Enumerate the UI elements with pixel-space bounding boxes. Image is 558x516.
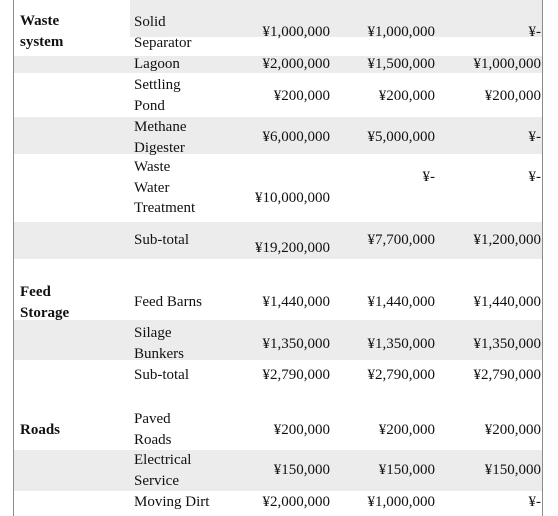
item-label-line: Settling <box>134 77 181 93</box>
value-cell: ¥1,350,000 <box>367 336 436 352</box>
item-label: Electrical Service <box>134 450 191 491</box>
value-cell: ¥2,790,000 <box>367 367 436 383</box>
item-label: Lagoon <box>134 54 180 75</box>
section-label-line: Feed <box>20 284 51 300</box>
item-label-line: Waste <box>134 159 171 175</box>
value-cell: ¥1,440,000 <box>262 294 331 310</box>
item-label-line: Bunkers <box>134 345 184 362</box>
item-label: Silage Bunkers <box>134 323 184 364</box>
item-label-line: Treatment <box>134 200 196 216</box>
value-cell: ¥200,000 <box>273 422 330 438</box>
section-label-line: Waste <box>20 13 60 29</box>
value-cell: ¥200,000 <box>273 88 330 104</box>
value-cell: ¥200,000 <box>378 422 435 438</box>
section-label-waste-system: Waste system <box>20 11 63 52</box>
item-label: Settling Pond <box>134 75 181 116</box>
value-cell: ¥150,000 <box>484 462 541 478</box>
value-cell: ¥19,200,000 <box>255 240 330 256</box>
item-label: Feed Barns <box>134 292 202 313</box>
value-cell: ¥5,000,000 <box>367 129 436 145</box>
value-cell: ¥- <box>528 169 542 185</box>
table-frame <box>13 0 543 516</box>
value-cell: ¥- <box>422 169 436 185</box>
value-cell: ¥200,000 <box>484 88 541 104</box>
item-label: Sub-total <box>134 365 189 386</box>
item-label-line: Methane <box>134 119 187 135</box>
item-label-line: Electrical <box>134 452 192 468</box>
section-label-feed-storage: Feed Storage <box>20 282 69 323</box>
row-background <box>14 450 542 491</box>
item-label-line: Digester <box>134 139 185 156</box>
item-label-line: Moving Dirt <box>134 494 210 510</box>
value-cell: ¥150,000 <box>273 462 330 478</box>
row-background <box>14 117 542 154</box>
value-cell: ¥2,000,000 <box>262 494 331 510</box>
value-cell: ¥1,000,000 <box>473 56 542 72</box>
value-cell: ¥1,000,000 <box>367 494 436 510</box>
value-cell: ¥1,500,000 <box>367 56 436 72</box>
value-cell: ¥1,000,000 <box>367 24 436 40</box>
section-label-roads: Roads <box>20 420 60 441</box>
item-label: Sub-total <box>134 230 189 251</box>
value-cell: ¥1,440,000 <box>367 294 436 310</box>
value-cell: ¥1,350,000 <box>262 336 331 352</box>
item-label-line: Solid <box>134 14 166 30</box>
item-label-line: Lagoon <box>134 56 180 72</box>
value-cell: ¥200,000 <box>484 422 541 438</box>
section-label-line: system <box>20 33 64 50</box>
item-label-line: Service <box>134 472 179 489</box>
item-label-line: Sub-total <box>134 232 189 248</box>
section-label-line: Storage <box>20 304 70 321</box>
value-cell: ¥2,790,000 <box>262 367 331 383</box>
item-label-line: Feed Barns <box>134 294 202 310</box>
item-label: Methane Digester <box>134 117 186 158</box>
item-label: Waste Water Treatment <box>134 157 195 219</box>
row-background <box>14 320 542 360</box>
value-cell: ¥1,350,000 <box>473 336 542 352</box>
item-label-line: Separator <box>134 34 192 51</box>
value-cell: ¥- <box>528 494 542 510</box>
item-label-line: Roads <box>134 431 172 448</box>
value-cell: ¥- <box>528 24 542 40</box>
value-cell: ¥1,000,000 <box>262 24 331 40</box>
item-label: Paved Roads <box>134 409 172 450</box>
row-background <box>14 0 542 37</box>
row-background <box>14 56 542 73</box>
item-label-line: Water <box>134 179 170 196</box>
item-label-line: Sub-total <box>134 367 189 383</box>
item-label: Solid Separator <box>134 12 191 53</box>
value-cell: ¥200,000 <box>378 88 435 104</box>
item-label-line: Silage <box>134 325 172 341</box>
value-cell: ¥10,000,000 <box>255 190 330 206</box>
section-label-line: Roads <box>20 422 61 438</box>
value-cell: ¥1,440,000 <box>473 294 542 310</box>
value-cell: ¥7,700,000 <box>367 232 436 248</box>
value-cell: ¥1,200,000 <box>473 232 542 248</box>
value-cell: ¥2,000,000 <box>262 56 331 72</box>
value-cell: ¥150,000 <box>378 462 435 478</box>
row-background <box>14 222 542 259</box>
item-label-line: Pond <box>134 97 165 114</box>
item-label-line: Paved <box>134 411 171 427</box>
item-label: Moving Dirt <box>134 492 209 513</box>
value-cell: ¥2,790,000 <box>473 367 542 383</box>
value-cell: ¥- <box>528 129 542 145</box>
value-cell: ¥6,000,000 <box>262 129 331 145</box>
